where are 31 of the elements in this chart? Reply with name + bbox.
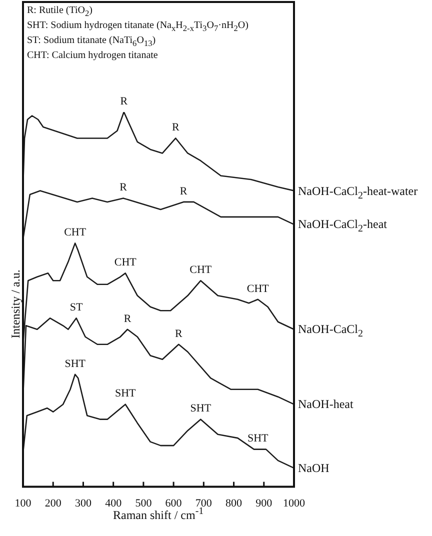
annotation: R bbox=[172, 122, 180, 134]
text: SHT: Sodium hydrogen titanate (Na$_{x}$H$_{2-x}$Ti$_{3}$O$_{7}$·nH$_{2}$O) bbox=[27, 20, 248, 33]
annotation: ST bbox=[70, 302, 83, 314]
annotation: R bbox=[120, 95, 128, 108]
x-tick-label: 900 bbox=[256, 497, 273, 510]
series-label: NaOH-heat bbox=[298, 397, 354, 412]
text: R: Rutile (TiO$_{2}$) bbox=[27, 5, 92, 18]
annotation: CHT bbox=[64, 226, 86, 239]
x-tick-label: 100 bbox=[14, 497, 32, 510]
y-axis-title: Intensity / a.u. bbox=[8, 270, 22, 339]
annotation: CHT bbox=[114, 256, 137, 269]
annotation: SHT bbox=[247, 432, 269, 445]
annotation: SHT bbox=[64, 358, 86, 370]
series-label: NaOH-CaCl$_{2}$-heat bbox=[298, 217, 387, 235]
text: CHT: Calcium hydrogen titanate bbox=[27, 50, 158, 61]
annotation: R bbox=[120, 182, 128, 194]
annotation: R bbox=[124, 312, 132, 325]
series-label: NaOH-CaCl$_{2}$-heat-water bbox=[298, 184, 418, 202]
x-tick-label: 200 bbox=[44, 497, 62, 510]
annotation: SHT bbox=[190, 402, 212, 415]
x-tick-label: 800 bbox=[226, 497, 243, 510]
annotation: R bbox=[180, 185, 188, 198]
x-tick-label: 1000 bbox=[283, 497, 306, 510]
annotation: SHT bbox=[114, 388, 136, 400]
text: ST: Sodium titanate (NaTi$_{6}$O$_{13}$) bbox=[27, 35, 156, 48]
x-tick-label: 300 bbox=[74, 497, 92, 510]
annotation: CHT bbox=[190, 264, 212, 276]
series-label: NaOH-CaCl$_{2}$ bbox=[298, 322, 363, 340]
annotation: CHT bbox=[246, 282, 270, 295]
annotation: R bbox=[175, 328, 184, 340]
series-label: NaOH bbox=[298, 461, 330, 476]
